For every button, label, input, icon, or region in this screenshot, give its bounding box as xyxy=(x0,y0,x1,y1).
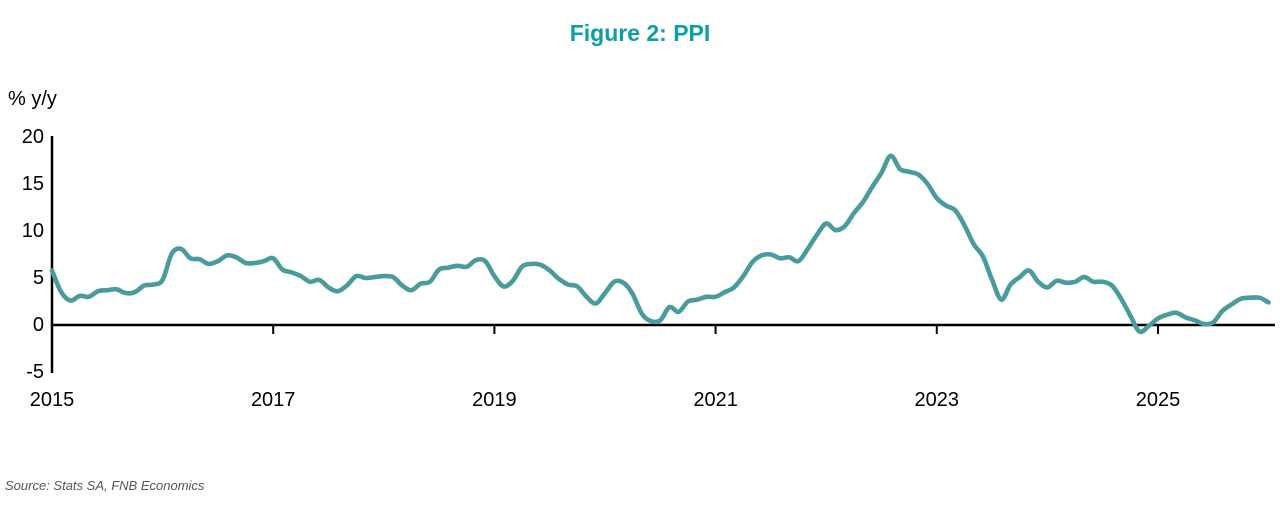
chart-title: Figure 2: PPI xyxy=(569,20,711,46)
y-tick-label: 0 xyxy=(32,314,44,336)
x-tick-label: 2017 xyxy=(250,389,296,411)
y-tick-label: 15 xyxy=(21,173,44,195)
x-tick-label: 2019 xyxy=(472,389,517,411)
y-axis-unit-label: % y/y xyxy=(8,88,57,110)
ppi-line-series xyxy=(49,153,1271,335)
x-tick-label: 2015 xyxy=(29,389,75,411)
y-tick-label: 5 xyxy=(32,267,44,289)
y-tick-label: 20 xyxy=(21,126,44,148)
x-tick-label: 2025 xyxy=(1135,389,1181,411)
x-tick-label: 2021 xyxy=(693,389,738,411)
x-tick-label: 2023 xyxy=(914,389,960,411)
source-note: Source: Stats SA, FNB Economics xyxy=(5,478,205,493)
y-tick-label: 10 xyxy=(21,220,44,242)
y-tick-label: -5 xyxy=(26,361,44,383)
